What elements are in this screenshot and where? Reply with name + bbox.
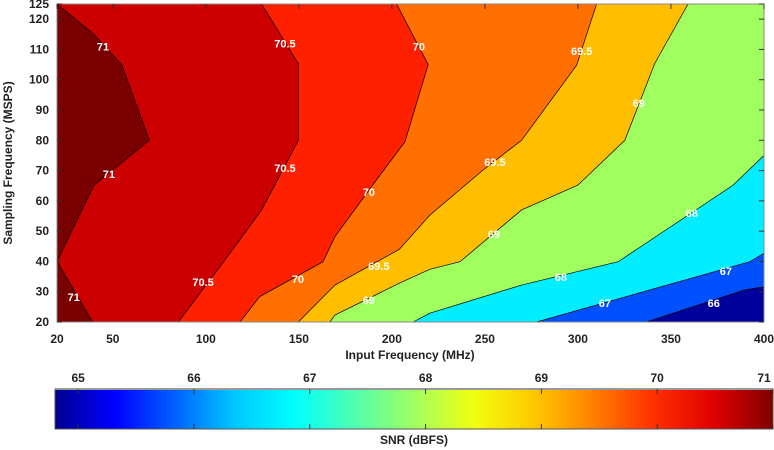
x-tick-label: 20 <box>50 332 64 346</box>
x-tick-label: 150 <box>289 332 309 346</box>
contour-label: 70.5 <box>192 277 213 289</box>
contour-label: 71 <box>97 41 109 53</box>
colorbar-tick-label: 67 <box>303 371 317 385</box>
colorbar: 65 66 67 68 69 70 71 <box>54 371 774 430</box>
colorbar-tick-label: 68 <box>419 371 433 385</box>
y-tick-label: 30 <box>36 285 50 299</box>
contour-label: 69.5 <box>571 46 592 58</box>
colorbar-tick-label: 65 <box>71 371 85 385</box>
y-tick-label: 110 <box>30 42 50 56</box>
contour-line-68 <box>412 155 764 322</box>
contour-label: 70 <box>413 41 425 53</box>
contour-label: 71 <box>103 169 115 181</box>
contour-label: 69 <box>488 229 500 241</box>
contour-line-69.5 <box>298 4 597 322</box>
contour-label: 68 <box>555 272 567 284</box>
colorbar-tick-label: 71 <box>757 371 771 385</box>
contour-label: 67 <box>599 298 611 310</box>
y-tick-label: 100 <box>29 73 49 87</box>
contour-label: 70 <box>363 187 375 199</box>
contour-line-66 <box>646 286 764 322</box>
contour-label: 69 <box>633 98 645 110</box>
contour-line-70 <box>239 4 429 322</box>
contour-label: 70.5 <box>274 163 295 175</box>
contour-line-70.5 <box>178 4 299 322</box>
y-axis-label: Sampling Frequency (MSPS) <box>1 81 15 244</box>
contour-label: 69.5 <box>368 261 389 273</box>
y-tick-label: 90 <box>36 103 50 117</box>
contour-region-70.5 <box>57 4 764 322</box>
y-tick-label: 120 <box>29 12 49 26</box>
contour-line-67 <box>536 252 764 322</box>
contour-label: 68 <box>686 208 698 220</box>
x-tick-label: 400 <box>754 332 774 346</box>
plot-border <box>56 3 765 323</box>
colorbar-label: SNR (dBFS) <box>380 433 448 447</box>
colorbar-gradient <box>54 388 774 430</box>
contour-label: 70.5 <box>274 38 295 50</box>
y-tick-label: 20 <box>36 315 50 329</box>
x-tick-label: 350 <box>661 332 681 346</box>
contour-line-71 <box>57 4 150 322</box>
x-tick-label: 250 <box>475 332 495 346</box>
contour-label: 69 <box>363 295 375 307</box>
y-tick-label: 80 <box>36 133 50 147</box>
contour-label: 69.5 <box>484 157 505 169</box>
contour-label: 70 <box>292 274 304 286</box>
contour-label: 66 <box>708 298 720 310</box>
y-tick-label: 40 <box>36 254 50 268</box>
y-tick-label: 125 <box>29 0 49 11</box>
contour-plot-area <box>57 4 764 322</box>
contour-line-69 <box>329 4 689 322</box>
x-tick-label: 200 <box>382 332 402 346</box>
x-tick-label: 300 <box>568 332 588 346</box>
y-tick-label: 60 <box>36 194 50 208</box>
x-axis: 20 50 100 150 200 250 300 350 400 <box>50 4 774 346</box>
colorbar-tick-label: 69 <box>535 371 549 385</box>
y-tick-label: 50 <box>36 224 50 238</box>
colorbar-tick-label: 66 <box>187 371 201 385</box>
x-tick-label: 50 <box>106 332 120 346</box>
y-tick-label: 70 <box>36 164 50 178</box>
x-tick-label: 100 <box>196 332 216 346</box>
x-axis-label: Input Frequency (MHz) <box>345 348 474 362</box>
contour-label: 71 <box>68 292 80 304</box>
colorbar-tick-label: 70 <box>651 371 665 385</box>
contour-label: 67 <box>720 266 732 278</box>
